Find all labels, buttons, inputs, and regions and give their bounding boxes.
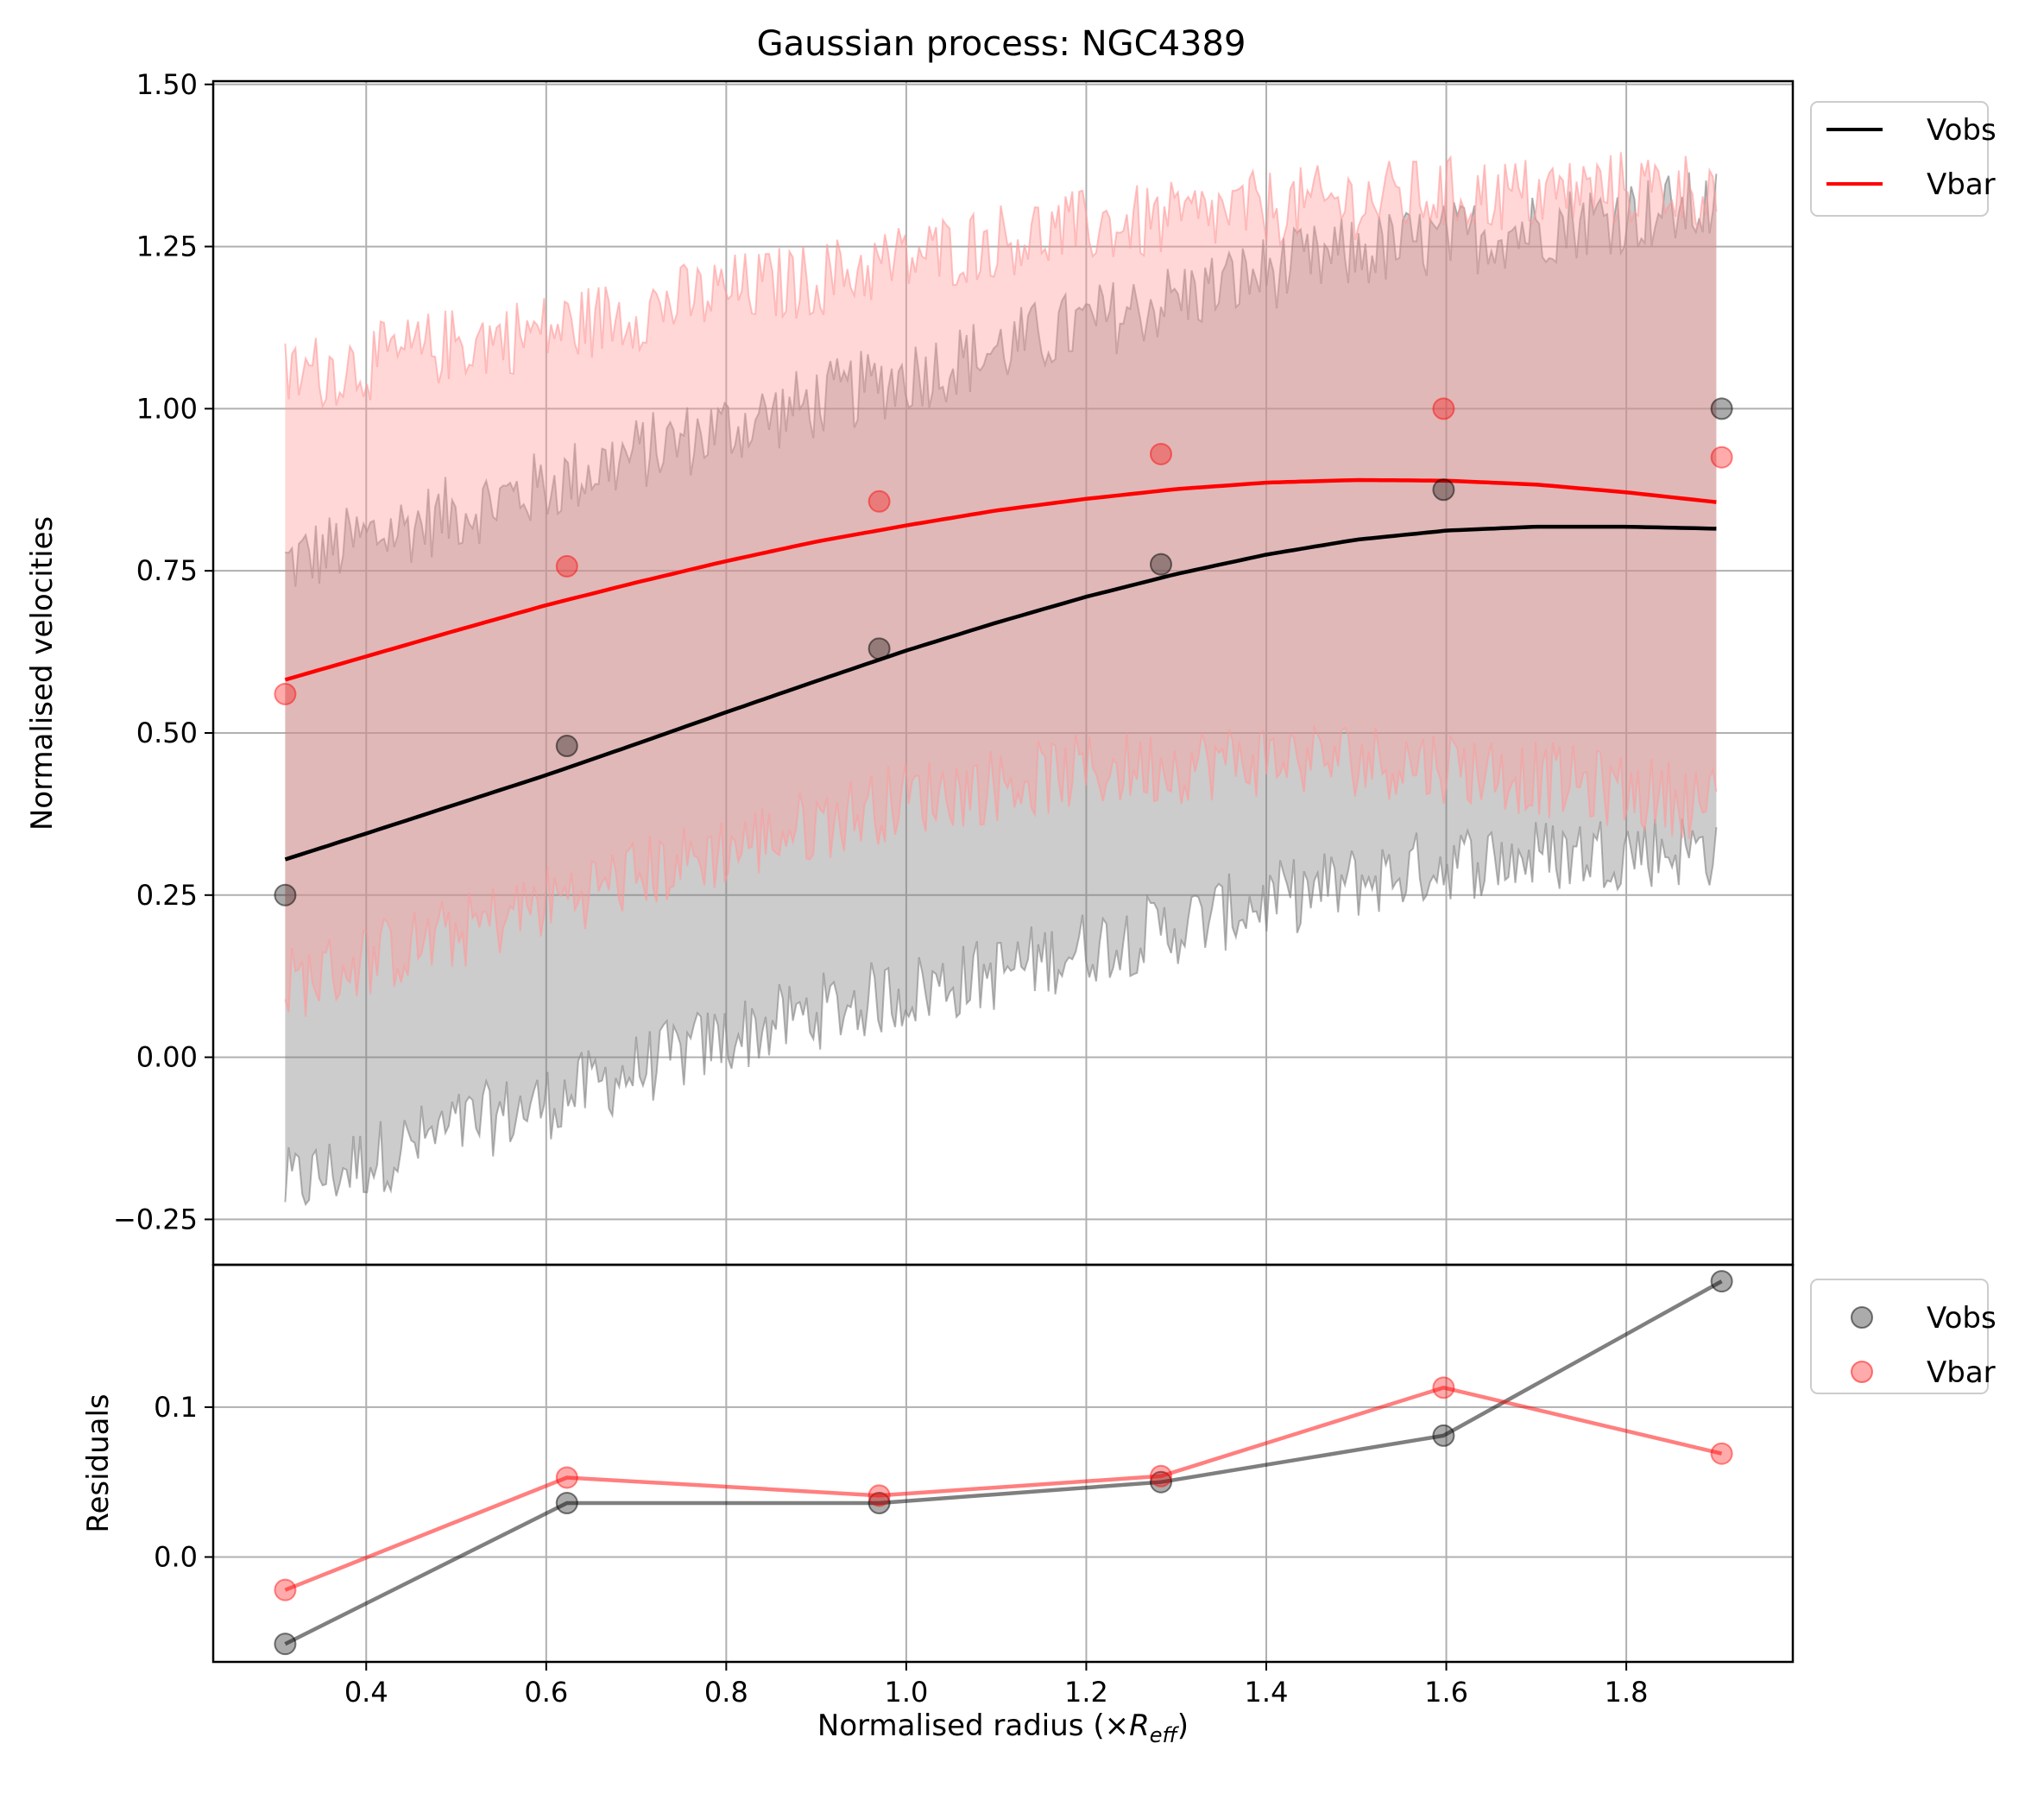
residual-point-vbar-0 [274, 1578, 297, 1601]
main-grid [213, 81, 1793, 1265]
x-ticks: 0.4 0.6 0.8 1.0 1.2 1.4 1.6 1.8 [344, 1662, 1649, 1709]
residual-line-vbar [284, 1385, 1723, 1592]
x-tick-label-3: 1.0 [884, 1676, 928, 1709]
residual-line-vobs [284, 1279, 1723, 1646]
legend-label-residual-vobs: Vobs [1927, 1301, 1997, 1336]
residual-point-vobs-5 [1710, 1270, 1733, 1293]
main-y-tick-label-7: 1.50 [136, 68, 198, 101]
band-vbar [285, 152, 1717, 1017]
residual-point-vbar-3 [1150, 1464, 1172, 1488]
residual-point-vobs-4 [1432, 1424, 1455, 1447]
data-point-vbar-3 [1150, 442, 1172, 465]
x-tick-label-5: 1.4 [1245, 1676, 1289, 1709]
main-y-axis-label: Normalised velocities [25, 516, 60, 831]
x-axis-label: Normalised radius (×Reff) [817, 1709, 1189, 1747]
x-tick-label-2: 0.8 [704, 1676, 748, 1709]
legend-label-vbar: Vbar [1927, 167, 1996, 202]
main-y-tick-label-1: 0.00 [136, 1041, 198, 1074]
residual-point-vobs-0 [274, 1633, 297, 1656]
band-lower-edge-vobs [284, 818, 1718, 1207]
x-tick-label-1: 0.6 [524, 1676, 568, 1709]
residual-point-vbar-5 [1710, 1442, 1733, 1465]
data-point-vobs-0 [274, 883, 297, 906]
residuals-plot-area [274, 1270, 1733, 1656]
data-point-vobs-2 [867, 637, 891, 660]
main-legend: Vobs Vbar [1810, 101, 1997, 217]
band-upper-edge-vobs [285, 172, 1718, 587]
legend-label-residual-vbar: Vbar [1927, 1355, 1996, 1390]
residual-point-vbar-4 [1432, 1376, 1455, 1399]
legend-marker-vobs [1851, 1306, 1873, 1329]
data-point-vbar-2 [867, 490, 891, 513]
data-point-vbar-5 [1710, 445, 1733, 469]
data-point-vobs-1 [555, 735, 578, 758]
x-tick-label-6: 1.6 [1424, 1676, 1468, 1709]
residuals-axes-frame [211, 1263, 1795, 1664]
residuals-y-tick-label-1: 0.1 [154, 1391, 198, 1424]
residuals-legend: Vobs Vbar [1810, 1279, 1997, 1394]
main-plot-area [274, 152, 1733, 1207]
residuals-y-tick-label-0: 0.0 [154, 1540, 198, 1573]
data-point-vbar-0 [274, 682, 297, 705]
main-y-ticks: −0.25 0.00 0.25 0.50 0.75 1.00 1.25 1.50 [113, 68, 213, 1235]
data-point-vobs-3 [1150, 553, 1172, 576]
x-tick-label-4: 1.2 [1064, 1676, 1108, 1709]
mean-line-vobs [284, 524, 1717, 862]
main-y-tick-label-6: 1.25 [136, 231, 198, 263]
data-point-vbar-1 [555, 554, 578, 578]
main-y-tick-label-5: 1.00 [136, 392, 198, 425]
residual-point-vbar-1 [555, 1466, 578, 1489]
main-y-tick-label-2: 0.25 [136, 879, 198, 912]
residual-point-vobs-1 [555, 1492, 578, 1514]
main-y-tick-label-3: 0.50 [136, 717, 198, 749]
x-tick-label-7: 1.8 [1605, 1676, 1649, 1709]
legend-label-vobs: Vobs [1927, 113, 1997, 148]
residuals-y-ticks: 0.0 0.1 [154, 1391, 213, 1573]
data-point-vbar-4 [1432, 397, 1455, 420]
legend-marker-vbar [1851, 1361, 1873, 1383]
x-tick-label-0: 0.4 [344, 1676, 388, 1709]
mean-line-vbar [284, 477, 1717, 682]
residual-point-vobs-2 [867, 1492, 891, 1514]
main-y-tick-label-4: 0.75 [136, 554, 198, 587]
data-point-vobs-4 [1432, 478, 1455, 502]
band-lower-edge-vbar [284, 723, 1718, 1017]
residual-point-vbar-2 [867, 1484, 891, 1507]
data-point-vobs-5 [1710, 397, 1733, 420]
band-upper-edge-vbar [284, 152, 1718, 409]
main-y-tick-label-0: −0.25 [113, 1203, 198, 1235]
residuals-y-axis-label: Residuals [81, 1393, 116, 1532]
residuals-grid [213, 1265, 1793, 1662]
chart-title: Gaussian process: NGC4389 [757, 24, 1246, 64]
